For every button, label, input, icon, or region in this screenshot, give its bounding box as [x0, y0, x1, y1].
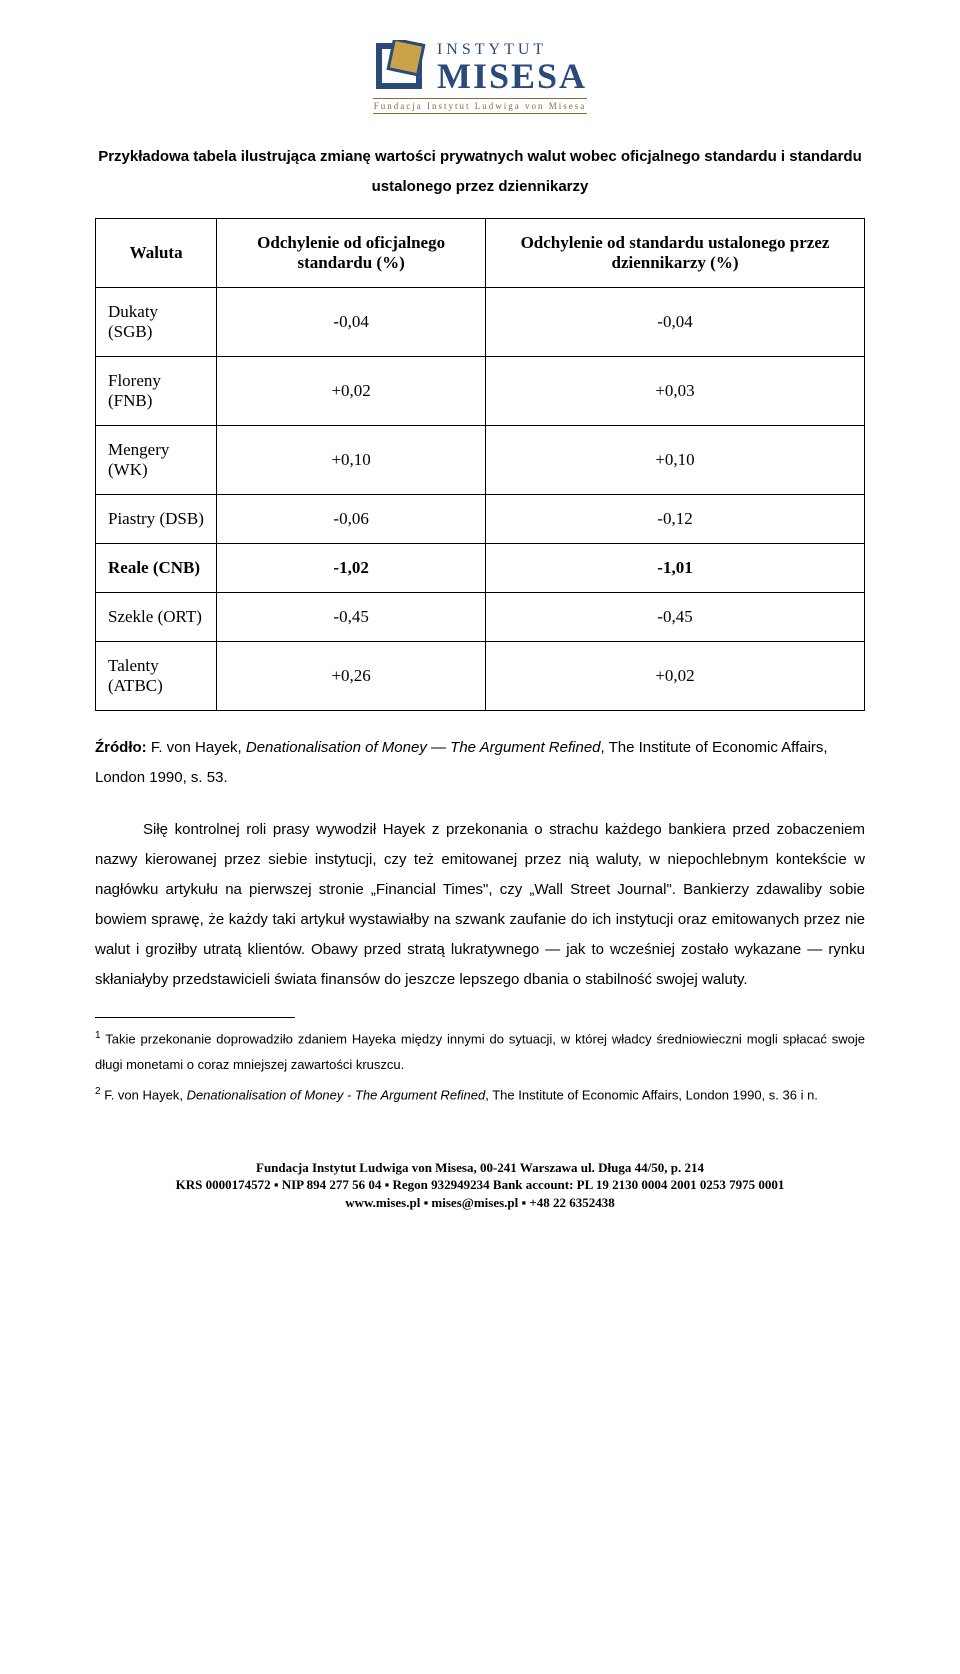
- cell-journalist: -0,45: [486, 593, 865, 642]
- cell-currency: Szekle (ORT): [96, 593, 217, 642]
- currency-table: Waluta Odchylenie od oficjalnego standar…: [95, 218, 865, 711]
- cell-currency: Floreny (FNB): [96, 357, 217, 426]
- footnote-1: 1 Takie przekonanie doprowadziło zdaniem…: [95, 1026, 865, 1078]
- cell-official: -1,02: [217, 544, 486, 593]
- cell-journalist: -1,01: [486, 544, 865, 593]
- cell-journalist: +0,10: [486, 426, 865, 495]
- table-row: Floreny (FNB)+0,02+0,03: [96, 357, 865, 426]
- cell-official: -0,04: [217, 288, 486, 357]
- logo-icon: [373, 40, 429, 96]
- footnote-separator: [95, 1017, 295, 1018]
- table-row: Mengery (WK)+0,10+0,10: [96, 426, 865, 495]
- footnote-1-text: Takie przekonanie doprowadziło zdaniem H…: [95, 1031, 865, 1072]
- cell-official: +0,02: [217, 357, 486, 426]
- footnote-2-num: 2: [95, 1086, 101, 1097]
- footer-line-1: Fundacja Instytut Ludwiga von Misesa, 00…: [95, 1159, 865, 1177]
- cell-journalist: -0,12: [486, 495, 865, 544]
- cell-currency: Piastry (DSB): [96, 495, 217, 544]
- cell-official: +0,10: [217, 426, 486, 495]
- footer-line-3: www.mises.pl ▪ mises@mises.pl ▪ +48 22 6…: [95, 1194, 865, 1212]
- col-currency: Waluta: [96, 219, 217, 288]
- cell-currency: Talenty (ATBC): [96, 642, 217, 711]
- footnote-2-pre: F. von Hayek,: [104, 1088, 186, 1103]
- table-row: Szekle (ORT)-0,45-0,45: [96, 593, 865, 642]
- source-line: Źródło: F. von Hayek, Denationalisation …: [95, 733, 865, 793]
- cell-journalist: +0,02: [486, 642, 865, 711]
- body-paragraph: Siłę kontrolnej roli prasy wywodził Haye…: [95, 815, 865, 995]
- col-journalist: Odchylenie od standardu ustalonego przez…: [486, 219, 865, 288]
- col-official: Odchylenie od oficjalnego standardu (%): [217, 219, 486, 288]
- cell-official: +0,26: [217, 642, 486, 711]
- table-row: Dukaty (SGB)-0,04-0,04: [96, 288, 865, 357]
- footnote-1-num: 1: [95, 1030, 101, 1041]
- table-heading: Przykładowa tabela ilustrująca zmianę wa…: [95, 142, 865, 202]
- table-row: Reale (CNB)-1,02-1,01: [96, 544, 865, 593]
- cell-official: -0,45: [217, 593, 486, 642]
- table-row: Piastry (DSB)-0,06-0,12: [96, 495, 865, 544]
- logo-subtitle: Fundacja Instytut Ludwiga von Misesa: [373, 98, 587, 114]
- cell-currency: Reale (CNB): [96, 544, 217, 593]
- source-title: Denationalisation of Money — The Argumen…: [246, 739, 601, 756]
- cell-journalist: -0,04: [486, 288, 865, 357]
- table-row: Talenty (ATBC)+0,26+0,02: [96, 642, 865, 711]
- logo-block: INSTYTUT MISESA Fundacja Instytut Ludwig…: [95, 40, 865, 114]
- cell-journalist: +0,03: [486, 357, 865, 426]
- cell-official: -0,06: [217, 495, 486, 544]
- source-author: F. von Hayek,: [151, 739, 246, 756]
- footnote-2-title: Denationalisation of Money - The Argumen…: [187, 1088, 486, 1103]
- footnote-2: 2 F. von Hayek, Denationalisation of Mon…: [95, 1082, 865, 1108]
- footnote-2-post: , The Institute of Economic Affairs, Lon…: [485, 1088, 818, 1103]
- logo-line2: MISESA: [437, 58, 587, 94]
- source-label: Źródło:: [95, 739, 151, 756]
- footer-line-2: KRS 0000174572 ▪ NIP 894 277 56 04 ▪ Reg…: [95, 1176, 865, 1194]
- page-footer: Fundacja Instytut Ludwiga von Misesa, 00…: [95, 1159, 865, 1212]
- cell-currency: Dukaty (SGB): [96, 288, 217, 357]
- cell-currency: Mengery (WK): [96, 426, 217, 495]
